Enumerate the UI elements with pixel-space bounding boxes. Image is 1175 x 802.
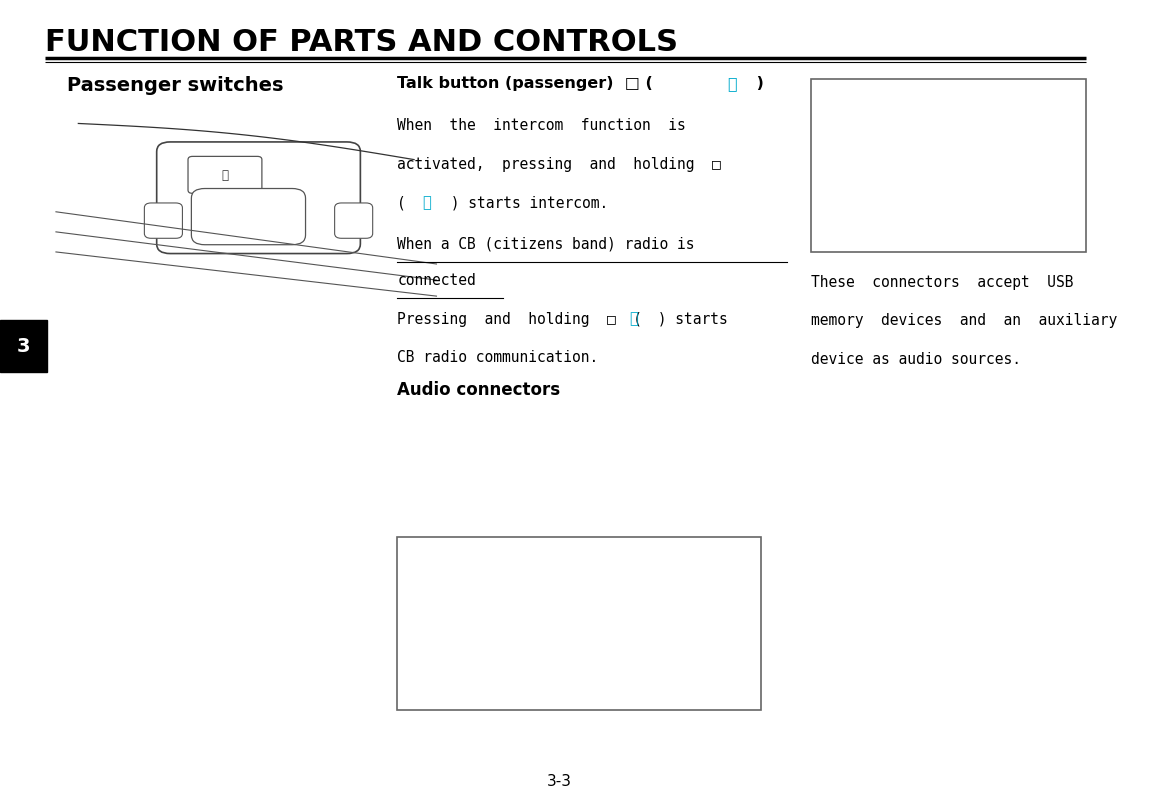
FancyBboxPatch shape: [0, 321, 47, 373]
FancyBboxPatch shape: [192, 189, 306, 245]
Bar: [397, 537, 761, 710]
Text: activated,  pressing  and  holding  □: activated, pressing and holding □: [397, 156, 721, 172]
Text: When a CB (citizens band) radio is: When a CB (citizens band) radio is: [397, 237, 694, 252]
Text: Pressing  and  holding  □  (: Pressing and holding □ (: [397, 311, 651, 326]
Text: (: (: [397, 195, 415, 210]
Text: 3: 3: [16, 337, 31, 356]
Text: ) starts: ) starts: [649, 311, 727, 326]
FancyBboxPatch shape: [156, 143, 361, 254]
Text: ⓘ: ⓘ: [422, 195, 431, 210]
Text: When  the  intercom  function  is: When the intercom function is: [397, 118, 686, 133]
Text: ): ): [751, 76, 764, 91]
Text: ) starts intercom.: ) starts intercom.: [442, 195, 609, 210]
Text: FUNCTION OF PARTS AND CONTROLS: FUNCTION OF PARTS AND CONTROLS: [45, 28, 678, 57]
Text: Talk button (passenger)  □ (: Talk button (passenger) □ (: [397, 76, 659, 91]
Text: Passenger switches: Passenger switches: [67, 76, 283, 95]
Text: connected: connected: [397, 273, 476, 288]
Text: ⓘ: ⓘ: [727, 76, 737, 91]
Text: Audio connectors: Audio connectors: [397, 381, 560, 399]
FancyBboxPatch shape: [145, 204, 182, 239]
FancyBboxPatch shape: [188, 157, 262, 194]
Text: 3-3: 3-3: [548, 772, 572, 788]
Text: device as audio sources.: device as audio sources.: [812, 351, 1021, 367]
Text: ⓘ: ⓘ: [221, 169, 228, 182]
Text: CB radio communication.: CB radio communication.: [397, 350, 598, 365]
Text: memory  devices  and  an  auxiliary: memory devices and an auxiliary: [812, 313, 1117, 328]
Bar: [812, 80, 1086, 253]
Text: These  connectors  accept  USB: These connectors accept USB: [812, 274, 1074, 290]
FancyBboxPatch shape: [335, 204, 372, 239]
Text: ⓘ: ⓘ: [629, 311, 638, 326]
